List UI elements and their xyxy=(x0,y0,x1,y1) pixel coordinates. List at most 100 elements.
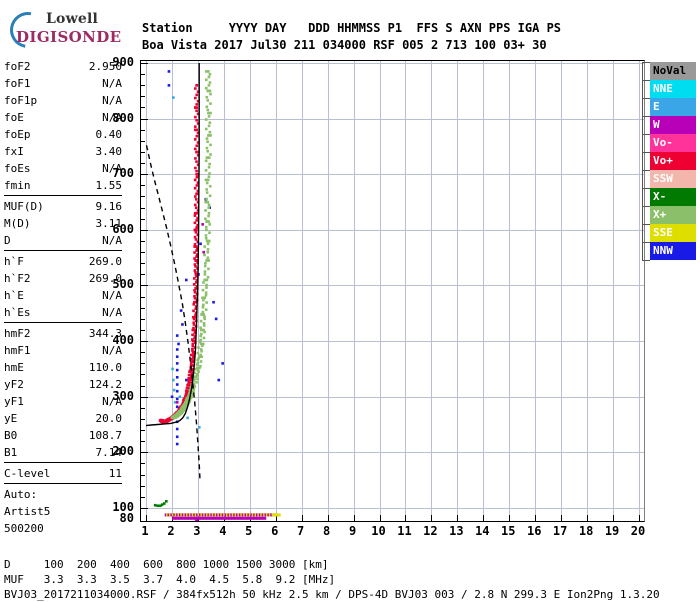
param-row-b0: B0 108.7 xyxy=(4,427,122,444)
param-row-mufd: MUF(D) 9.16 xyxy=(4,198,122,215)
noise-dash xyxy=(196,516,201,520)
data-point-scatter-nnw xyxy=(167,70,171,73)
trace-point-vo-plus xyxy=(193,296,197,300)
trace-point-vo-plus xyxy=(193,257,196,260)
data-point-e-region-traces xyxy=(165,500,168,503)
noise-dash xyxy=(171,516,176,520)
y-tick-label: 500 xyxy=(112,277,134,292)
x-tick-label: 20 xyxy=(630,524,646,538)
trace-point-x-plus xyxy=(205,105,209,109)
param-value: 344.3 xyxy=(88,327,122,340)
noise-dash xyxy=(256,516,261,520)
data-point-scatter-nnw xyxy=(175,383,179,386)
legend-item-vo[interactable]: Vo+ xyxy=(650,152,696,170)
data-point-scatter-e xyxy=(172,378,175,382)
legend-item-x[interactable]: X- xyxy=(650,188,696,206)
legend-item-w[interactable]: W xyxy=(650,116,696,134)
data-point-scatter-nnw xyxy=(175,355,179,359)
legend-item-x[interactable]: X+ xyxy=(650,206,696,224)
trace-point-vo-plus xyxy=(193,300,196,304)
trace-point-x-plus xyxy=(200,328,203,332)
trace-point-x-plus xyxy=(208,194,212,198)
trace-point-vo-plus xyxy=(195,226,198,229)
trace-point-x-plus xyxy=(207,84,211,87)
param-row-hmf1: hmF1 N/A xyxy=(4,342,122,359)
param-key: h`E xyxy=(4,289,24,302)
trace-point-x-plus xyxy=(208,162,211,166)
trace-point-x-plus xyxy=(184,401,187,404)
trace-point-x-plus xyxy=(208,172,211,175)
param-value: N/A xyxy=(102,94,122,107)
direction-legend[interactable]: NoVal NNE E W Vo- Vo+ SSW X- X+ SSE NNW xyxy=(650,62,696,260)
trace-point-vo-plus xyxy=(196,209,200,212)
legend-item-nnw[interactable]: NNW xyxy=(650,242,696,260)
ionogram-canvas xyxy=(141,61,644,521)
trace-point-x-plus xyxy=(196,358,199,362)
trace-point-vo-plus xyxy=(196,141,200,144)
trace-point-vo-plus xyxy=(192,328,196,332)
param-value: N/A xyxy=(102,162,122,175)
data-point-scatter-e xyxy=(172,388,176,392)
legend-item-vo[interactable]: Vo- xyxy=(650,134,696,152)
trace-point-x-plus xyxy=(196,369,200,372)
trace-point-x-plus xyxy=(205,197,208,201)
trace-point-x-plus xyxy=(203,330,206,334)
data-point-x+ xyxy=(207,70,210,73)
legend-item-noval[interactable]: NoVal xyxy=(650,62,696,80)
trace-point-vo-plus xyxy=(187,373,191,377)
trace-point-vo-plus xyxy=(192,323,196,326)
trace-point-x-plus xyxy=(203,270,207,273)
trace-point-x-plus xyxy=(207,75,211,79)
trace-point-x-plus xyxy=(203,278,206,282)
trace-point-x-plus xyxy=(195,366,199,370)
trace-point-x-plus xyxy=(208,72,212,76)
trace-point-x-plus xyxy=(206,250,210,254)
trace-point-x-plus xyxy=(204,293,208,297)
trace-point-x-plus xyxy=(187,394,190,398)
trace-point-x-plus xyxy=(198,366,201,370)
noise-dash xyxy=(262,516,267,520)
trace-point-x-plus xyxy=(207,156,211,159)
trace-point-vo-plus xyxy=(194,106,197,109)
ionogram-plot-area[interactable] xyxy=(140,60,645,522)
param-row-clevel: C-level 11 xyxy=(4,465,122,482)
trace-point-vo-plus xyxy=(185,392,188,395)
noise-dash xyxy=(181,516,186,520)
trace-point-vo-plus xyxy=(191,343,195,346)
data-point-scatter-w xyxy=(201,223,204,226)
trace-point-x-plus xyxy=(199,326,202,330)
trace-point-vo-plus xyxy=(177,408,181,411)
trace-point-vo-plus xyxy=(196,122,200,125)
trace-point-vo-plus xyxy=(192,309,195,313)
y-tick-label: 80 xyxy=(119,511,134,525)
trace-point-x-plus xyxy=(199,319,203,323)
trace-point-vo-plus xyxy=(194,231,198,234)
param-key: foF1 xyxy=(4,77,31,90)
legend-item-e[interactable]: E xyxy=(650,98,696,116)
param-row-ye: yE 20.0 xyxy=(4,410,122,427)
trace-point-x-plus xyxy=(203,315,206,318)
trace-point-vo-plus xyxy=(193,269,197,272)
data-point-scatter-nnw xyxy=(170,395,174,399)
trace-point-x-plus xyxy=(205,283,208,287)
data-point-scatter-nnw xyxy=(175,368,179,372)
legend-item-sse[interactable]: SSE xyxy=(650,224,696,242)
trace-point-x-plus xyxy=(191,389,194,393)
data-point-x+ xyxy=(207,111,210,115)
data-point-scatter-nnw xyxy=(221,362,224,365)
foF2-marker xyxy=(194,517,199,521)
trace-point-vo-plus xyxy=(196,189,200,193)
param-key: yE xyxy=(4,412,18,425)
trace-point-x-plus xyxy=(206,149,209,153)
trace-point-vo-plus xyxy=(193,138,197,141)
trace-point-x-plus xyxy=(202,336,206,340)
trace-point-vo-plus xyxy=(195,109,198,113)
legend-item-ssw[interactable]: SSW xyxy=(650,170,696,188)
trace-point-vo-plus xyxy=(192,315,195,319)
param-row-fof2: foF2 2.950 xyxy=(4,58,122,75)
legend-item-nne[interactable]: NNE xyxy=(650,80,696,98)
data-point-scatter-w xyxy=(202,250,206,254)
trace-point-x-plus xyxy=(200,342,204,346)
trace-point-x-plus xyxy=(209,102,212,105)
trace-point-vo-plus xyxy=(194,245,198,248)
